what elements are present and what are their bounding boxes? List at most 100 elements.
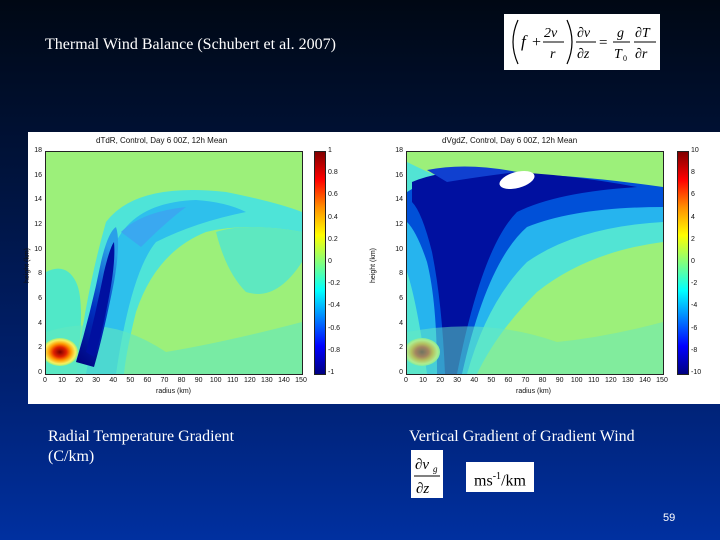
right-ytick-4: 10 xyxy=(395,245,403,253)
unit-tail: /km xyxy=(501,472,526,490)
left-xtick-14: 140 xyxy=(278,377,290,384)
left-cbar-tick-6: -0.2 xyxy=(328,280,341,288)
right-xtick-8: 80 xyxy=(538,377,547,384)
right-ytick-1: 16 xyxy=(395,171,403,179)
left-xlabel: radius (km) xyxy=(156,388,192,395)
left-ytick-7: 4 xyxy=(38,319,42,327)
vg-derivative-graphic: ∂v g ∂z xyxy=(414,457,440,497)
right-xtick-11: 110 xyxy=(588,377,600,384)
left-caption-line1: Radial Temperature Gradient xyxy=(48,428,235,445)
left-xtick-6: 60 xyxy=(143,377,152,384)
left-xtick-9: 90 xyxy=(194,377,203,384)
left-cbar-tick-4: 0.2 xyxy=(328,235,338,243)
right-cbar-tick-5: 0 xyxy=(691,258,695,265)
eq-dv: ∂v xyxy=(577,26,591,41)
right-plot: dVgdZ, Control, Day 6 00Z, 12h Mean heig… xyxy=(370,132,720,404)
left-ytick-0: 18 xyxy=(34,147,42,154)
plot-band: dTdR, Control, Day 6 00Z, 12h Mean heigh… xyxy=(24,132,720,404)
deriv-num: ∂v xyxy=(415,457,429,473)
left-contour-field xyxy=(45,151,303,375)
eq-dz: ∂z xyxy=(577,47,590,62)
left-caption-line2: (C/km) xyxy=(48,448,95,465)
left-ytick-8: 2 xyxy=(38,344,42,352)
left-cbar-tick-10: -1 xyxy=(328,369,335,376)
right-contour-field xyxy=(406,151,664,375)
left-xtick-4: 40 xyxy=(109,377,118,384)
right-ytick-6: 6 xyxy=(399,295,403,302)
eq-dT: ∂T xyxy=(635,26,651,41)
right-colorbar xyxy=(677,151,689,375)
left-xtick-0: 0 xyxy=(43,377,47,384)
left-ytick-3: 12 xyxy=(34,221,42,228)
right-xtick-14: 140 xyxy=(639,377,651,384)
eq-2v: 2v xyxy=(544,26,558,41)
eq-dr: ∂r xyxy=(635,47,648,62)
left-cbar-tick-5: 0 xyxy=(328,258,332,265)
left-plot-title: dTdR, Control, Day 6 00Z, 12h Mean xyxy=(96,136,228,145)
left-xtick-10: 100 xyxy=(209,377,222,384)
vg-derivative-box: ∂v g ∂z xyxy=(411,450,443,498)
left-xtick-8: 80 xyxy=(177,377,186,384)
right-cbar-tick-10: -10 xyxy=(691,369,702,376)
unit-sup: -1 xyxy=(492,471,502,482)
left-ylabel: height (km) xyxy=(24,247,32,284)
left-cbar-tick-3: 0.4 xyxy=(328,213,338,221)
right-cbar-tick-4: 2 xyxy=(691,235,695,243)
left-contour-image xyxy=(46,152,302,374)
right-xtick-9: 90 xyxy=(555,377,564,384)
eq-plus: + xyxy=(532,34,541,51)
right-caption: Vertical Gradient of Gradient Wind xyxy=(409,428,635,445)
right-cbar-tick-6: -2 xyxy=(691,280,698,288)
left-xtick-7: 70 xyxy=(160,377,169,384)
right-xtick-5: 50 xyxy=(487,377,496,384)
right-xtick-15: 150 xyxy=(656,377,668,384)
left-xtick-2: 20 xyxy=(75,377,84,384)
right-cbar-tick-2: 6 xyxy=(691,191,695,199)
right-ytick-5: 8 xyxy=(399,270,403,278)
right-plot-title: dVgdZ, Control, Day 6 00Z, 12h Mean xyxy=(442,136,578,145)
left-ytick-6: 6 xyxy=(38,295,42,302)
left-xtick-15: 150 xyxy=(295,377,307,384)
left-ytick-2: 14 xyxy=(34,196,42,204)
left-plot: dTdR, Control, Day 6 00Z, 12h Mean heigh… xyxy=(24,132,368,404)
right-ytick-3: 12 xyxy=(395,221,403,228)
left-caption: Radial Temperature Gradient (C/km) xyxy=(48,427,234,467)
right-xtick-0: 0 xyxy=(404,377,408,384)
eq-r: r xyxy=(550,47,556,62)
right-xtick-10: 100 xyxy=(570,377,583,384)
eq-T0-sub: 0 xyxy=(623,54,627,63)
right-xtick-7: 70 xyxy=(521,377,530,384)
left-xtick-12: 120 xyxy=(243,377,256,384)
unit-base: ms xyxy=(474,472,493,490)
right-cbar-tick-3: 4 xyxy=(691,213,695,221)
left-colorbar xyxy=(314,151,326,375)
right-cbar-tick-7: -4 xyxy=(691,302,698,310)
slide-title: Thermal Wind Balance (Schubert et al. 20… xyxy=(45,36,336,53)
left-ytick-5: 8 xyxy=(38,270,42,278)
eq-T0: T xyxy=(614,47,623,62)
right-xtick-2: 20 xyxy=(436,377,445,384)
left-ytick-1: 16 xyxy=(34,171,42,179)
right-xtick-13: 130 xyxy=(622,377,634,384)
eq-g: g xyxy=(617,26,624,41)
left-xtick-5: 50 xyxy=(126,377,135,384)
left-cbar-tick-2: 0.6 xyxy=(328,191,338,199)
page-number: 59 xyxy=(663,512,676,524)
right-xtick-1: 10 xyxy=(419,377,427,384)
eq-f: f xyxy=(521,32,528,51)
right-xtick-3: 30 xyxy=(453,377,462,384)
left-ytick-4: 10 xyxy=(34,245,42,253)
right-ylabel: height (km) xyxy=(370,247,378,284)
left-ytick-9: 0 xyxy=(38,369,42,376)
equation-graphic: f + 2v r ∂v ∂z = g T 0 ∂T ∂r xyxy=(512,19,656,65)
left-cbar-tick-0: 1 xyxy=(328,147,332,154)
deriv-den: ∂z xyxy=(416,481,429,497)
right-ytick-2: 14 xyxy=(395,196,403,204)
right-xlabel: radius (km) xyxy=(516,388,552,395)
right-contour-image xyxy=(407,152,663,374)
right-ytick-9: 0 xyxy=(399,369,403,376)
right-xtick-6: 60 xyxy=(504,377,513,384)
left-xtick-13: 130 xyxy=(261,377,273,384)
thermal-wind-equation: f + 2v r ∂v ∂z = g T 0 ∂T ∂r xyxy=(504,14,660,70)
left-xtick-1: 10 xyxy=(58,377,66,384)
